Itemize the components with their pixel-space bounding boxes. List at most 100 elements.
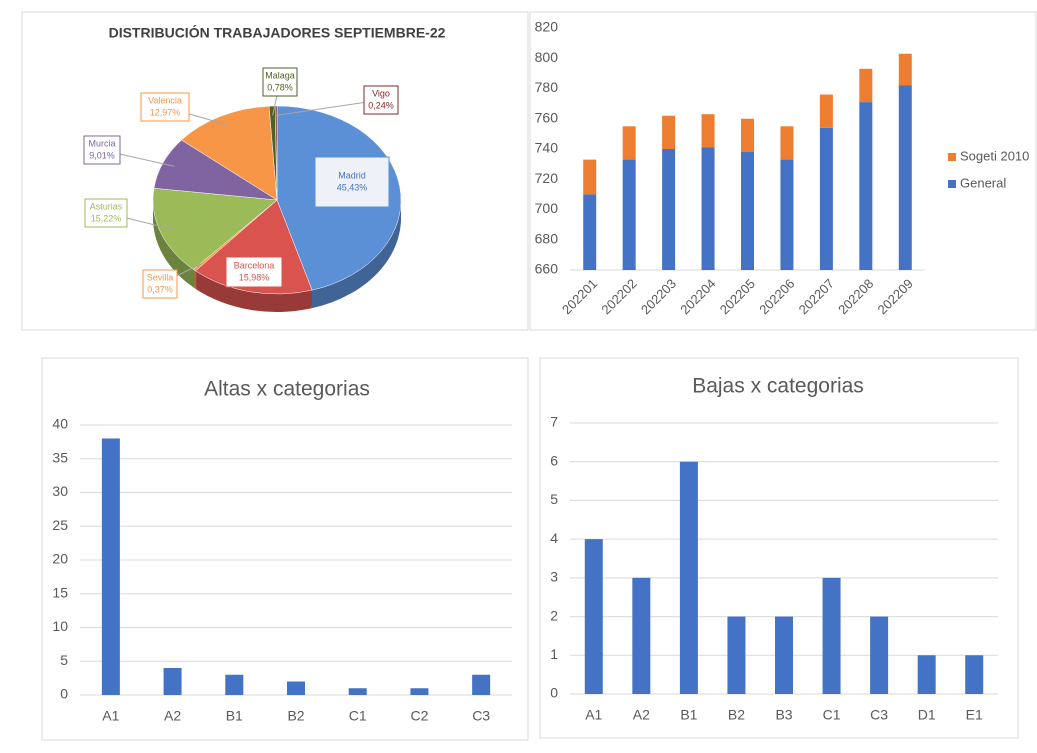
bar bbox=[775, 616, 793, 694]
label-box bbox=[140, 92, 190, 122]
label-name: Sevilla bbox=[147, 272, 174, 282]
label-value: 0,24% bbox=[368, 100, 394, 110]
y-tick-label: 30 bbox=[52, 483, 68, 499]
x-tick-label: B2 bbox=[287, 708, 304, 724]
y-tick-label: 800 bbox=[535, 49, 559, 65]
legend-label: Sogeti 2010 bbox=[960, 148, 1029, 163]
y-tick-label: 6 bbox=[550, 452, 558, 468]
bar-segment bbox=[583, 159, 597, 195]
slice bbox=[181, 105, 278, 201]
legend-swatch bbox=[948, 180, 956, 188]
bar-segment bbox=[622, 126, 636, 160]
x-tick-label: A2 bbox=[633, 707, 650, 723]
label-box bbox=[83, 135, 121, 165]
label-name: Valencia bbox=[148, 95, 182, 105]
x-tick-label: C3 bbox=[870, 707, 888, 723]
bar bbox=[163, 668, 182, 695]
x-tick-label: B3 bbox=[775, 707, 792, 723]
label-box bbox=[262, 67, 298, 97]
y-tick-label: 40 bbox=[52, 416, 68, 432]
x-tick-label: A1 bbox=[585, 707, 602, 723]
y-tick-label: 1 bbox=[550, 646, 558, 662]
label-value: 45,43% bbox=[337, 182, 368, 192]
y-tick-label: 25 bbox=[52, 517, 68, 533]
bar-segment bbox=[859, 102, 873, 270]
y-tick-label: 820 bbox=[535, 19, 559, 35]
y-tick-label: 7 bbox=[550, 414, 558, 430]
legend-label: General bbox=[960, 175, 1006, 190]
altas-frame bbox=[41, 357, 529, 741]
bar bbox=[287, 681, 305, 695]
slice bbox=[195, 199, 313, 295]
y-tick-label: 680 bbox=[535, 230, 559, 246]
label-value: 15,98% bbox=[239, 272, 270, 282]
label-value: 9,01% bbox=[89, 150, 115, 160]
y-tick-label: 660 bbox=[535, 261, 559, 277]
y-tick-label: 10 bbox=[52, 618, 68, 634]
x-tick-label: C3 bbox=[472, 708, 490, 724]
y-tick-label: 0 bbox=[550, 685, 558, 701]
bar bbox=[679, 461, 698, 694]
label-box bbox=[142, 269, 178, 299]
bar-segment bbox=[780, 159, 794, 270]
x-tick-label: C1 bbox=[349, 708, 367, 724]
bar bbox=[727, 616, 746, 694]
bar-segment bbox=[819, 127, 833, 270]
bar bbox=[410, 688, 429, 695]
label-name: Madrid bbox=[338, 170, 366, 180]
y-tick-label: 740 bbox=[535, 140, 559, 156]
label-box bbox=[363, 85, 399, 115]
bar bbox=[348, 688, 367, 695]
chart-title: Bajas x categorias bbox=[692, 375, 864, 398]
label-box bbox=[84, 198, 128, 228]
y-tick-label: 760 bbox=[535, 109, 559, 125]
x-tick-label: B1 bbox=[226, 708, 243, 724]
y-tick-label: 5 bbox=[550, 491, 558, 507]
bar-segment bbox=[662, 149, 676, 270]
y-tick-label: 0 bbox=[60, 686, 68, 702]
bar-segment bbox=[819, 94, 833, 128]
label-name: Malaga bbox=[265, 70, 295, 80]
y-tick-label: 5 bbox=[60, 652, 68, 668]
bar-segment bbox=[622, 159, 636, 270]
bar bbox=[822, 577, 841, 694]
bar-segment bbox=[741, 118, 754, 153]
y-tick-label: 3 bbox=[550, 569, 558, 585]
y-tick-label: 4 bbox=[550, 530, 558, 546]
bar bbox=[870, 616, 889, 694]
bar bbox=[225, 674, 244, 695]
bar-segment bbox=[898, 85, 912, 270]
chart-title: Altas x categorias bbox=[204, 378, 370, 401]
label-box bbox=[225, 256, 283, 288]
bar-segment bbox=[583, 194, 597, 270]
x-tick-label: B2 bbox=[728, 707, 745, 723]
bar-segment bbox=[859, 68, 873, 103]
x-tick-label: E1 bbox=[966, 707, 983, 723]
x-tick-label: C1 bbox=[823, 707, 841, 723]
y-tick-label: 20 bbox=[52, 551, 68, 567]
bar bbox=[965, 655, 984, 694]
y-tick-label: 720 bbox=[535, 170, 559, 186]
label-value: 15,22% bbox=[91, 213, 122, 223]
x-tick-label: B1 bbox=[680, 707, 697, 723]
y-tick-label: 2 bbox=[550, 607, 558, 623]
bar-segment bbox=[701, 147, 715, 270]
bar-segment bbox=[780, 126, 794, 160]
legend-swatch bbox=[948, 153, 956, 161]
chart-title: DISTRIBUCIÓN TRABAJADORES SEPTIEMBRE-22 bbox=[109, 24, 446, 41]
label-value: 0,78% bbox=[267, 82, 293, 92]
bar bbox=[472, 674, 491, 695]
label-value: 12,97% bbox=[150, 107, 181, 117]
bar bbox=[101, 438, 120, 695]
y-tick-label: 700 bbox=[535, 200, 559, 216]
label-name: Murcia bbox=[88, 138, 115, 148]
label-name: Asturias bbox=[90, 201, 123, 211]
bar bbox=[584, 539, 603, 694]
bar-segment bbox=[741, 152, 754, 270]
x-tick-label: A2 bbox=[164, 708, 181, 724]
x-tick-label: C2 bbox=[410, 708, 428, 724]
y-tick-label: 35 bbox=[52, 449, 68, 465]
y-tick-label: 780 bbox=[535, 79, 559, 95]
bar-segment bbox=[898, 53, 912, 86]
